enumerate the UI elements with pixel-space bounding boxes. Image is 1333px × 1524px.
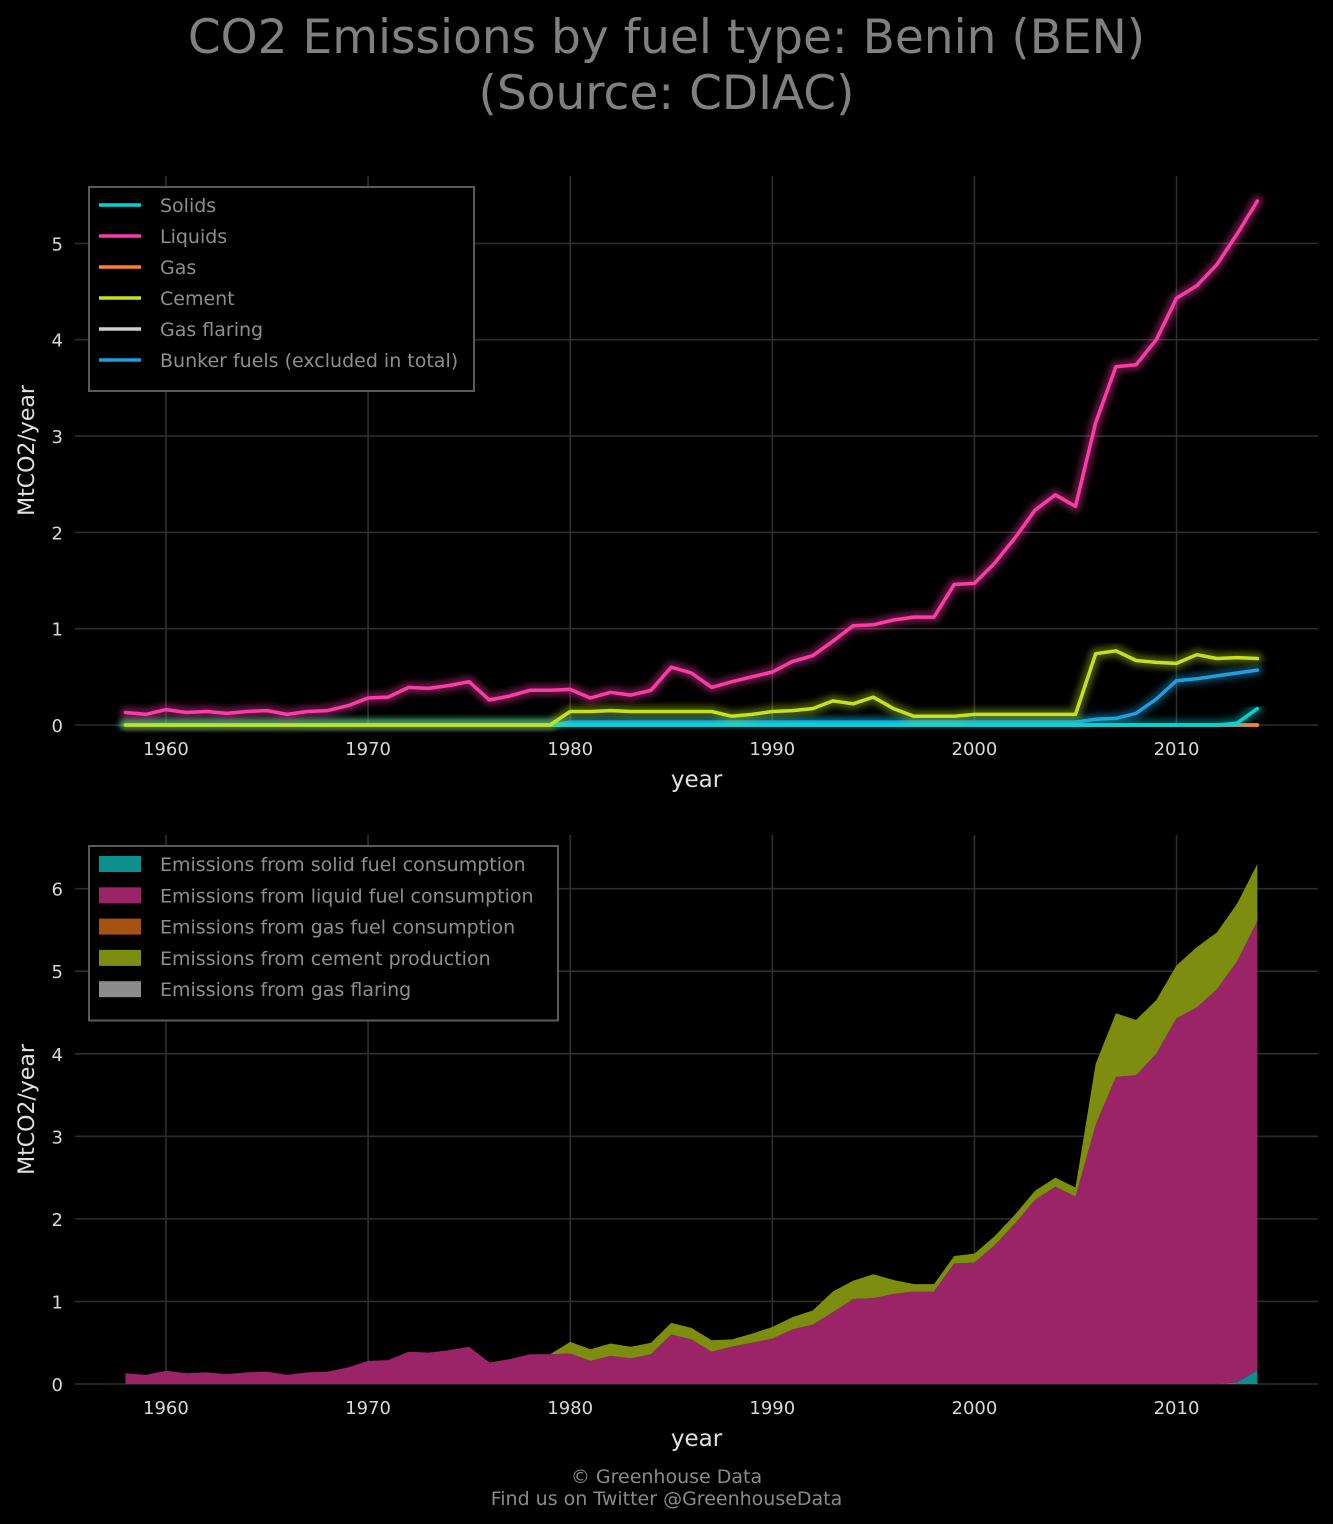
bottom-y-tick-label: 6 [52, 880, 63, 901]
top-y-tick-label: 2 [52, 523, 63, 544]
bottom-area-panel: 1960 1970 1980 1990 2000 2010 0 1 2 3 4 5 6 year MtCO2… [15, 835, 1318, 1452]
footer-copyright: © Greenhouse Data [570, 1466, 763, 1488]
top-legend-label-cement: Cement [160, 288, 235, 310]
bottom-x-tick-label: 1970 [345, 1398, 391, 1419]
top-x-tick-label: 1970 [345, 739, 391, 760]
bottom-legend-swatch-emissions-from-liquid-fuel-consumption [99, 887, 141, 904]
bottom-y-tick-label: 5 [52, 962, 63, 983]
top-legend-label-bunker-fuels-excluded-in-total: Bunker fuels (excluded in total) [160, 350, 458, 372]
bottom-y-tick-label: 1 [52, 1292, 63, 1313]
top-x-tick-label: 2000 [952, 739, 998, 760]
footer-twitter: Find us on Twitter @GreenhouseData [490, 1488, 843, 1510]
bottom-legend-swatch-emissions-from-cement-production [99, 949, 141, 966]
top-legend-label-gas: Gas [160, 257, 196, 279]
bottom-x-tick-label: 1960 [143, 1398, 189, 1419]
top-x-tick-label: 1990 [749, 739, 795, 760]
top-x-axis-label: year [671, 767, 723, 793]
bottom-area-emissions-from-liquid-fuel-consumption [125, 920, 1258, 1384]
top-y-axis-label: MtCO2/year [15, 384, 40, 516]
bottom-legend-label-emissions-from-liquid-fuel-consumption: Emissions from liquid fuel consumption [160, 885, 534, 907]
bottom-x-tick-label: 2010 [1154, 1398, 1200, 1419]
top-x-tick-label: 1980 [547, 739, 593, 760]
bottom-legend-label-emissions-from-gas-flaring: Emissions from gas flaring [160, 979, 411, 1001]
bottom-legend-swatch-emissions-from-solid-fuel-consumption [99, 856, 141, 872]
top-legend-label-solids: Solids [160, 195, 216, 217]
top-y-tick-label: 3 [52, 427, 63, 448]
bottom-y-tick-label: 2 [52, 1210, 63, 1231]
bottom-y-axis-label: MtCO2/year [15, 1043, 40, 1175]
bottom-legend-box [88, 845, 559, 1022]
top-series-line-cement [123, 649, 1260, 727]
bottom-x-axis-label: year [671, 1426, 723, 1452]
chart-title-line2: (Source: CDIAC) [478, 66, 855, 121]
top-x-tick-label: 2010 [1154, 739, 1200, 760]
bottom-legend-label-emissions-from-gas-fuel-consumption: Emissions from gas fuel consumption [160, 917, 515, 939]
bottom-y-tick-label: 4 [52, 1045, 63, 1066]
bottom-legend-swatch-emissions-from-gas-flaring [99, 981, 141, 998]
bottom-legend-label-emissions-from-cement-production: Emissions from cement production [160, 948, 491, 970]
bottom-x-tick-label: 2000 [952, 1398, 998, 1419]
bottom-legend-label-emissions-from-solid-fuel-consumption: Emissions from solid fuel consumption [160, 854, 526, 876]
top-legend-label-liquids: Liquids [160, 226, 227, 248]
bottom-x-tick-label: 1980 [547, 1398, 593, 1419]
bottom-y-tick-label: 0 [52, 1375, 63, 1396]
top-y-tick-label: 0 [52, 716, 63, 737]
top-y-tick-label: 1 [52, 620, 63, 641]
top-x-tick-label: 1960 [143, 739, 189, 760]
top-y-tick-label: 5 [52, 234, 63, 255]
bottom-y-tick-label: 3 [52, 1127, 63, 1148]
chart-title-line1: CO2 Emissions by fuel type: Benin (BEN) [187, 10, 1146, 65]
top-y-tick-label: 4 [52, 331, 63, 352]
top-legend-box [88, 186, 475, 392]
top-series-line-liquids [123, 199, 1260, 717]
bottom-x-tick-label: 1990 [749, 1398, 795, 1419]
bottom-legend-swatch-emissions-from-gas-fuel-consumption [99, 918, 141, 935]
top-legend-label-gas-flaring: Gas flaring [160, 319, 263, 341]
top-line-panel: 1960 1970 1980 1990 2000 2010 0 1 2 3 4 5 year MtCO2/… [15, 176, 1318, 793]
